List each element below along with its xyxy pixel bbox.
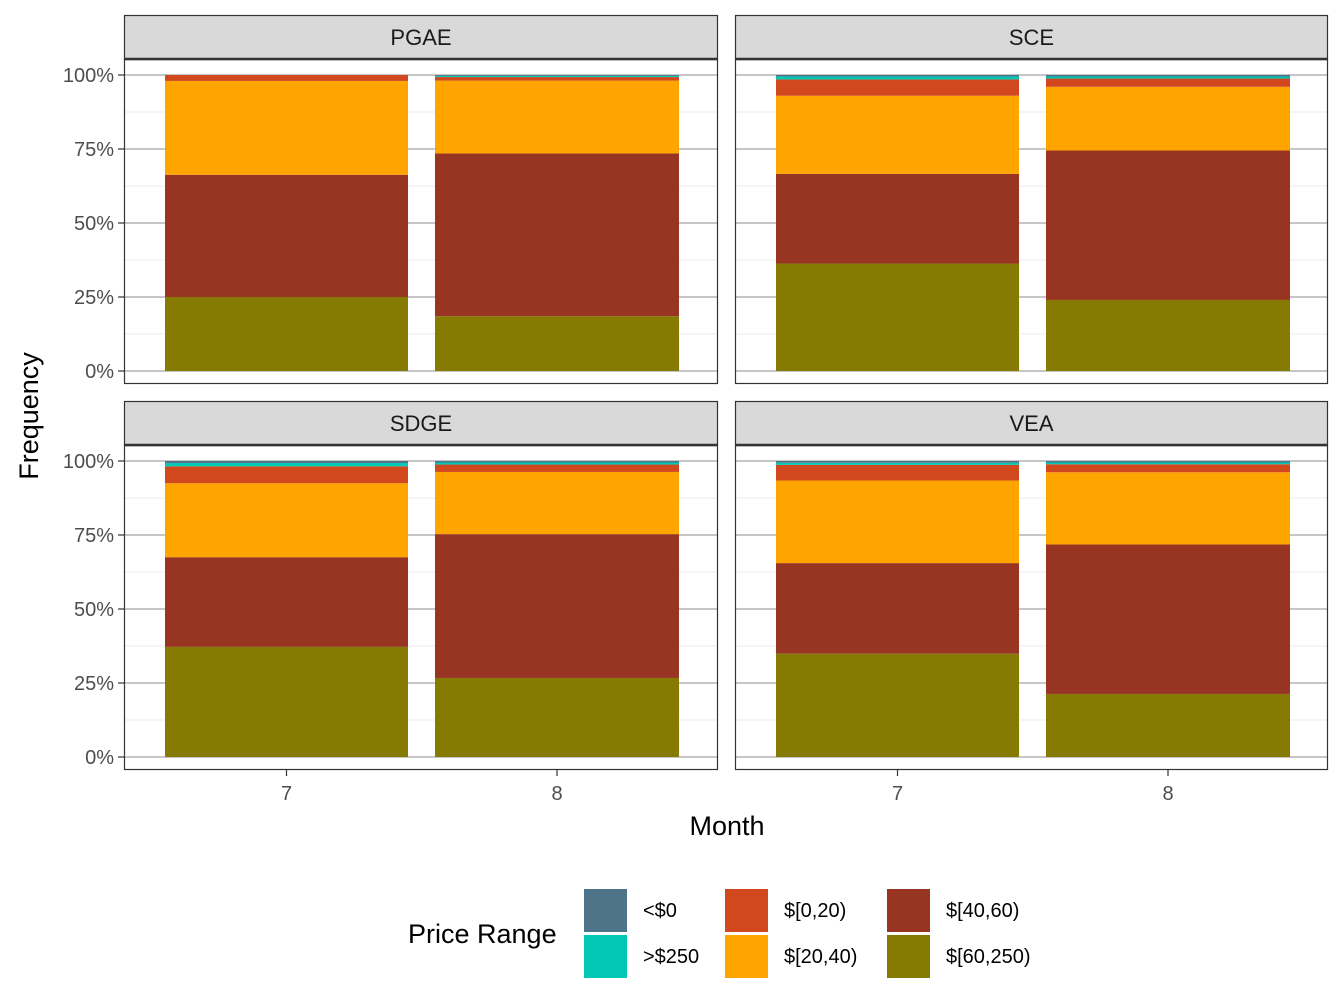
bar-segment bbox=[1046, 76, 1290, 79]
y-tick-label: 25% bbox=[74, 673, 114, 695]
legend-label: $[20,40) bbox=[784, 946, 857, 968]
legend-item: $[40,60) bbox=[887, 889, 1019, 932]
facet-strip bbox=[734, 14, 1329, 61]
bar-segment bbox=[435, 77, 679, 81]
bar-segment bbox=[435, 462, 679, 465]
bar-segment bbox=[1046, 78, 1290, 87]
bar-segment bbox=[1046, 464, 1290, 473]
facet-panel-sdge: SDGE bbox=[123, 400, 719, 771]
bar-segment bbox=[435, 75, 679, 78]
y-tick-label: 0% bbox=[85, 361, 114, 383]
bar-segment bbox=[165, 461, 408, 464]
facet-panels: PGAE SCE SDGE VEA bbox=[123, 14, 1329, 771]
y-tick-label: 50% bbox=[74, 599, 114, 621]
y-tick-label: 75% bbox=[74, 139, 114, 161]
x-tick-label: 7 bbox=[892, 783, 903, 805]
facet-strip bbox=[734, 400, 1329, 447]
bar-segment bbox=[435, 677, 679, 757]
legend-item: <$0 bbox=[584, 889, 677, 932]
x-axis: 7 8 7 8 bbox=[281, 770, 1174, 805]
facet-panel-pgae: PGAE bbox=[123, 14, 719, 385]
bar-segment bbox=[165, 75, 408, 81]
legend-label: >$250 bbox=[643, 946, 699, 968]
legend-key bbox=[584, 889, 627, 932]
legend-key bbox=[887, 935, 930, 978]
bar-segment bbox=[1046, 150, 1290, 300]
facet-strip-label: VEA bbox=[1009, 411, 1053, 436]
bar-segment bbox=[165, 463, 408, 467]
bar-segment bbox=[165, 80, 408, 175]
bar-segment bbox=[435, 534, 679, 678]
y-tick-label: 100% bbox=[63, 65, 114, 87]
facet-strip-label: SDGE bbox=[390, 411, 452, 436]
bar-segment bbox=[776, 462, 1019, 465]
legend-key bbox=[725, 935, 768, 978]
bar-segment bbox=[165, 466, 408, 484]
legend-label: $[40,60) bbox=[946, 900, 1019, 922]
legend-key bbox=[887, 889, 930, 932]
bar-segment bbox=[165, 297, 408, 371]
bar-segment bbox=[165, 483, 408, 558]
bar-segment bbox=[435, 461, 679, 463]
legend-title: Price Range bbox=[408, 919, 557, 949]
legend-item: $[0,20) bbox=[725, 889, 846, 932]
bar-segment bbox=[1046, 544, 1290, 694]
bar-segment bbox=[435, 471, 679, 535]
legend-item: $[20,40) bbox=[725, 935, 857, 978]
bar-segment bbox=[776, 75, 1019, 77]
facet-strip bbox=[123, 400, 719, 447]
y-tick-label: 0% bbox=[85, 747, 114, 769]
legend-label: $[0,20) bbox=[784, 900, 846, 922]
x-tick-label: 8 bbox=[1162, 783, 1173, 805]
bar-segment bbox=[776, 79, 1019, 96]
y-tick-label: 50% bbox=[74, 213, 114, 235]
bar-segment bbox=[435, 316, 679, 371]
facet-strip-label: SCE bbox=[1009, 25, 1054, 50]
bar-segment bbox=[1046, 299, 1290, 371]
x-tick-label: 8 bbox=[551, 783, 562, 805]
legend-key bbox=[584, 935, 627, 978]
legend-item: >$250 bbox=[584, 935, 699, 978]
bar-segment bbox=[1046, 461, 1290, 463]
legend-label: <$0 bbox=[643, 900, 677, 922]
y-tick-label: 75% bbox=[74, 525, 114, 547]
bar-segment bbox=[165, 557, 408, 647]
facet-panel-sce: SCE bbox=[734, 14, 1329, 385]
bar-segment bbox=[165, 646, 408, 757]
bar-segment bbox=[1046, 462, 1290, 465]
y-tick-label: 25% bbox=[74, 287, 114, 309]
bar-segment bbox=[776, 95, 1019, 174]
bar-segment bbox=[776, 76, 1019, 80]
bar-segment bbox=[165, 174, 408, 297]
bar-segment bbox=[776, 653, 1019, 757]
x-axis-title: Month bbox=[689, 811, 764, 841]
bar-segment bbox=[776, 461, 1019, 463]
bar-segment bbox=[776, 563, 1019, 654]
bar-segment bbox=[435, 80, 679, 154]
legend-item: $[60,250) bbox=[887, 935, 1031, 978]
x-tick-label: 7 bbox=[281, 783, 292, 805]
bar-segment bbox=[776, 480, 1019, 564]
bar-segment bbox=[776, 464, 1019, 481]
y-axis: 0% 25% 50% 75% 100% 0% 25% 50% 75% 100% bbox=[63, 65, 124, 769]
bar-segment bbox=[435, 464, 679, 472]
legend: Price Range <$0 >$250 $[0,20) $[20,40) $[40,… bbox=[408, 889, 1031, 978]
bar-segment bbox=[435, 75, 679, 76]
bar-segment bbox=[776, 263, 1019, 371]
legend-label: $[60,250) bbox=[946, 946, 1031, 968]
y-tick-label: 100% bbox=[63, 451, 114, 473]
y-axis-title: Frequency bbox=[14, 352, 44, 480]
bar-segment bbox=[1046, 75, 1290, 77]
facet-panel-vea: VEA bbox=[734, 400, 1329, 771]
bar-segment bbox=[1046, 693, 1290, 757]
bar-segment bbox=[1046, 472, 1290, 545]
bar-segment bbox=[776, 173, 1019, 264]
bar-segment bbox=[1046, 86, 1290, 151]
legend-key bbox=[725, 889, 768, 932]
facet-strip-label: PGAE bbox=[390, 25, 451, 50]
bar-segment bbox=[435, 153, 679, 317]
